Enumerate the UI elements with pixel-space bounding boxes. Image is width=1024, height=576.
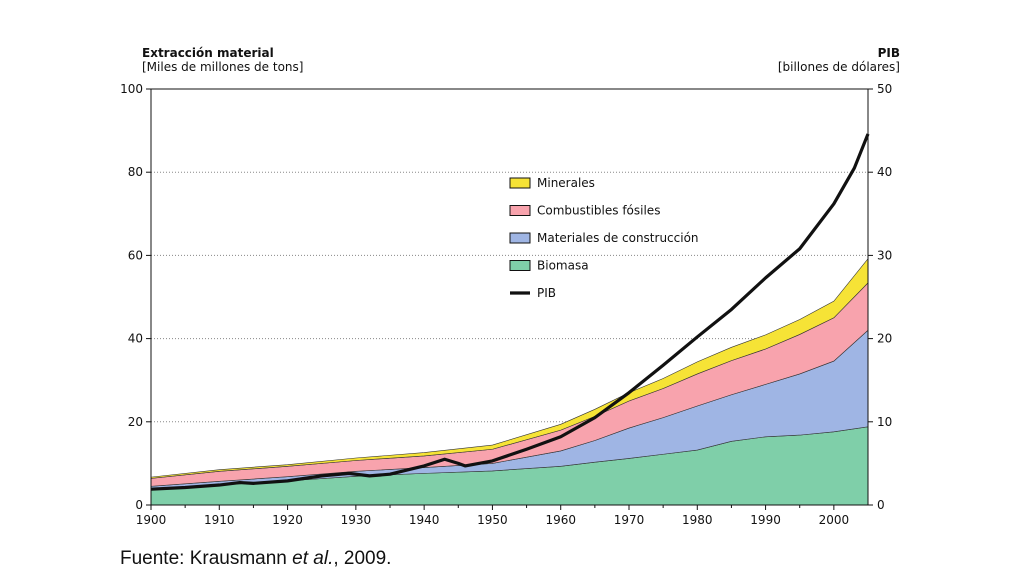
right-tick-label: 0 [877, 498, 885, 512]
plot-frame [150, 88, 869, 506]
left-tick-label: 0 [135, 498, 143, 512]
right-axis-title-text: PIB [877, 46, 900, 60]
x-tick-label: 1990 [750, 513, 781, 527]
left-tick-label: 80 [128, 165, 143, 179]
legend-swatch [509, 205, 531, 216]
left-axis-unit: [Miles de millones de tons] [142, 60, 304, 74]
legend-label: Biomasa [537, 259, 589, 273]
source-citation: Fuente: Krausmann et al., 2009. [120, 548, 391, 570]
right-axis-title: PIB [billones de dólares] [778, 46, 900, 74]
left-axis-title: Extracción material [Miles de millones d… [142, 46, 303, 74]
legend-label: PIB [537, 286, 556, 300]
x-tick-label: 1970 [614, 513, 645, 527]
left-tick-label: 20 [128, 415, 143, 429]
x-tick-label: 1940 [409, 513, 440, 527]
left-tick-label: 40 [128, 332, 143, 346]
x-tick-label: 1930 [341, 513, 372, 527]
x-tick-label: 1980 [682, 513, 713, 527]
left-axis-title-text: Extracción material [142, 46, 274, 60]
right-tick-label: 20 [877, 332, 892, 346]
x-tick-label: 1900 [136, 513, 167, 527]
x-tick-label: 2000 [819, 513, 850, 527]
right-axis-unit: [billones de dólares] [777, 60, 900, 74]
source-prefix: Fuente: Krausmann [120, 548, 293, 569]
left-tick-label: 60 [128, 248, 143, 262]
pib-line [150, 133, 870, 491]
right-tick-label: 50 [877, 82, 892, 96]
source-italic: et al. [292, 548, 334, 569]
legend-label: Materiales de construcción [537, 231, 699, 245]
x-tick-label: 1960 [545, 513, 576, 527]
legend-swatch [509, 232, 531, 244]
legend-label: Minerales [537, 176, 595, 190]
right-tick-label: 30 [877, 248, 892, 262]
left-tick-label: 100 [120, 82, 143, 96]
x-tick-label: 1950 [477, 513, 508, 527]
legend-swatch [509, 260, 531, 271]
legend-swatch [509, 177, 531, 189]
source-suffix: , 2009. [333, 548, 392, 569]
x-tick-label: 1920 [272, 513, 303, 527]
right-tick-label: 40 [877, 165, 892, 179]
right-tick-label: 10 [877, 415, 892, 429]
x-tick-label: 1910 [204, 513, 235, 527]
legend-label: Combustibles fósiles [537, 204, 660, 218]
